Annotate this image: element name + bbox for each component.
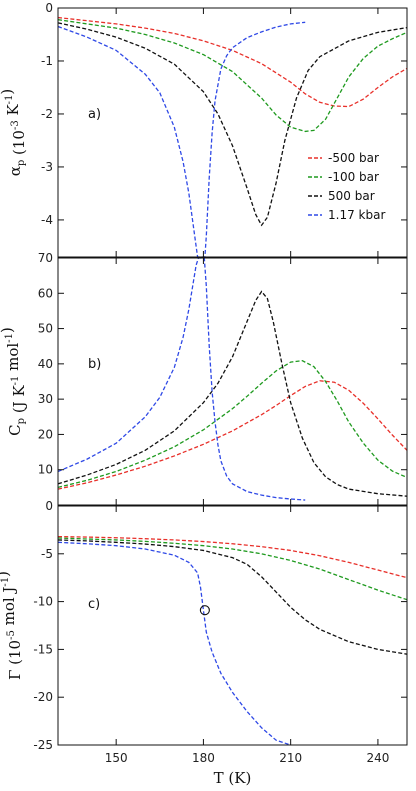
- series-line--100bar: [58, 360, 407, 488]
- y-tick-label: -3: [41, 160, 53, 174]
- y-tick-label: 30: [38, 392, 53, 406]
- y-tick-label: 50: [38, 322, 53, 336]
- series-line-500bar: [58, 539, 407, 655]
- legend-entry: 500 bar: [328, 189, 375, 203]
- panel-label: a): [88, 107, 101, 122]
- plot-frame: [57, 505, 408, 746]
- y-tick-label: -4: [41, 213, 53, 227]
- panel-label: c): [88, 597, 100, 612]
- panel-a: 0 -1 -2 -3 -4 a): [41, 1, 408, 258]
- y-axis-label: Γ (10-5 mol J-1): [0, 571, 24, 680]
- y-tick-label: -15: [33, 642, 53, 656]
- series-line--500bar: [58, 380, 407, 490]
- series-line-1_17kbar: [58, 21, 306, 257]
- y-tick-label: 10: [38, 463, 53, 477]
- y-axis-label: αp (10-3 K-1): [0, 89, 28, 177]
- series-line--500bar: [58, 535, 407, 579]
- panel-label: b): [88, 357, 101, 372]
- series-line-1_17kbar: [58, 258, 306, 501]
- y-tick-label: 0: [45, 1, 53, 15]
- series-line--100bar: [58, 537, 407, 601]
- series-line-1_17kbar: [58, 541, 291, 745]
- y-tick-label: 0: [45, 499, 53, 513]
- y-tick-label: 40: [38, 357, 53, 371]
- y-tick-label: -20: [33, 690, 53, 704]
- data-marker-circle: [199, 605, 210, 616]
- y-tick-label: 20: [38, 427, 53, 441]
- x-tick-label: 180: [192, 751, 215, 765]
- y-tick-label: -10: [33, 595, 53, 609]
- y-tick-label: 70: [38, 251, 53, 265]
- legend-entry: 1.17 kbar: [328, 208, 385, 222]
- y-tick-label: -5: [41, 547, 53, 561]
- series-line--100bar: [58, 19, 407, 133]
- x-tick-label: 150: [105, 751, 128, 765]
- series-line--500bar: [58, 16, 407, 108]
- legend-entry: -100 bar: [328, 170, 379, 184]
- legend-entry: -500 bar: [328, 151, 379, 165]
- plot-frame: [57, 7, 408, 258]
- y-axis-label: Cp (J K-1 mol-1): [0, 327, 28, 436]
- y-tick-label: 60: [38, 286, 53, 300]
- series-line-500bar: [58, 290, 407, 497]
- series-line-500bar: [58, 22, 407, 227]
- plot-frame: [57, 257, 408, 506]
- x-tick-label: 210: [279, 751, 302, 765]
- panel-b: 10 20 30 40 50 60 70 b): [38, 251, 408, 506]
- legend: -500 bar -100 bar 500 bar 1.17 kbar: [308, 151, 385, 222]
- y-tick-label: -1: [41, 54, 53, 68]
- y-tick-label: -25: [33, 738, 53, 752]
- y-tick-label: -2: [41, 107, 53, 121]
- x-axis-label: T (K): [214, 769, 252, 787]
- x-tick-label: 240: [366, 751, 389, 765]
- panel-c: 0 -5 -10 -15 -20 -25 150 180 210 240 c) T (K): [33, 499, 408, 787]
